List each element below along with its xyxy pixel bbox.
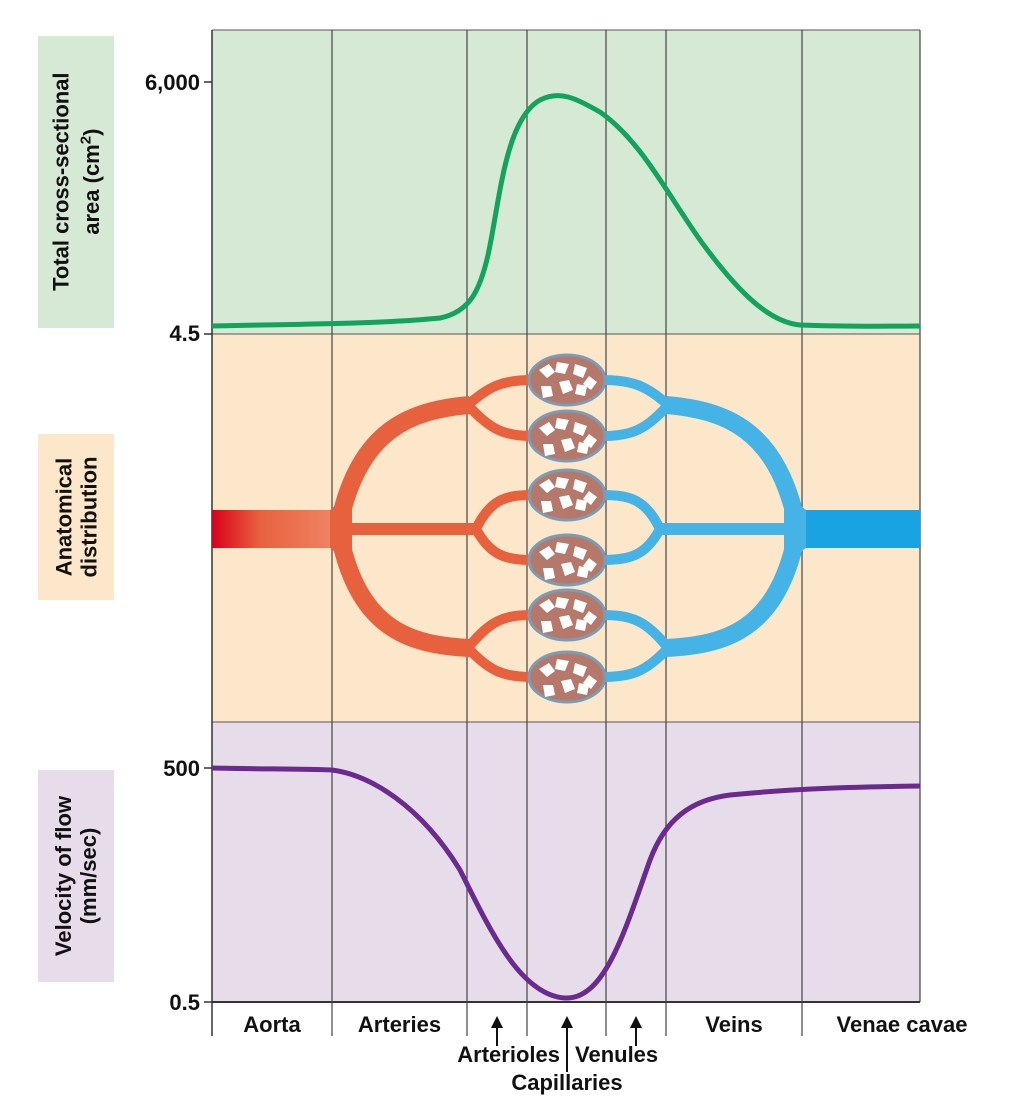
capillary-bed-icon <box>527 650 607 704</box>
venule-3 <box>601 490 665 532</box>
arteriole-5 <box>464 610 533 652</box>
capillary-bed-icon <box>527 353 607 407</box>
capillary-bed-icon <box>527 409 607 463</box>
venule-5 <box>601 610 672 652</box>
aorta-vessel <box>212 510 348 548</box>
arteriole-2 <box>464 401 533 441</box>
velocity-min-label: 0.5 <box>169 990 200 1015</box>
velocity-curve <box>211 765 921 1001</box>
up-arrow-icon <box>491 1016 503 1046</box>
arteriole-3 <box>471 490 533 532</box>
anatomy-axis-label: Anatomical distribution <box>38 434 114 600</box>
segment-arrows <box>491 1016 642 1072</box>
venule-4 <box>601 526 665 565</box>
capillary-bed-icon <box>527 468 607 522</box>
venae-cavae-vessel <box>788 510 920 548</box>
up-arrow-icon <box>561 1016 573 1072</box>
segment-label-venules: Venules <box>575 1042 659 1067</box>
venule-1 <box>601 375 672 409</box>
segment-label-arteries: Arteries <box>357 1012 442 1037</box>
arteriole-4 <box>471 526 533 565</box>
capillary-bed-icon <box>527 588 607 642</box>
arteriole-1 <box>464 375 533 409</box>
segment-label-venae-cavae: Venae cavae <box>836 1012 968 1037</box>
segment-label-aorta: Aorta <box>243 1012 301 1037</box>
velocity-panel-bg <box>212 722 920 1002</box>
venule-6 <box>601 644 672 682</box>
area-curve <box>211 93 921 329</box>
arteriole-6 <box>464 644 533 682</box>
area-min-label: 4.5 <box>169 321 200 346</box>
area-panel-bg <box>212 30 920 334</box>
area-max-label: 6,000 <box>144 70 200 95</box>
venule-2 <box>601 401 672 441</box>
venae-cavae-junction <box>784 470 806 590</box>
up-arrow-icon <box>630 1016 642 1046</box>
aorta-junction <box>330 470 352 590</box>
capillary-bed-icon <box>527 533 607 587</box>
segment-label-arterioles: Arterioles <box>457 1042 560 1067</box>
segment-label-veins: Veins <box>705 1012 763 1037</box>
segment-label-capillaries: Capillaries <box>511 1070 623 1095</box>
velocity-axis-label: Velocity of flow (mm/sec) <box>38 770 114 982</box>
capillary-beds <box>527 353 607 704</box>
area-axis-label: Total cross-sectional area (cm2) <box>38 36 114 328</box>
velocity-max-label: 500 <box>163 756 200 781</box>
